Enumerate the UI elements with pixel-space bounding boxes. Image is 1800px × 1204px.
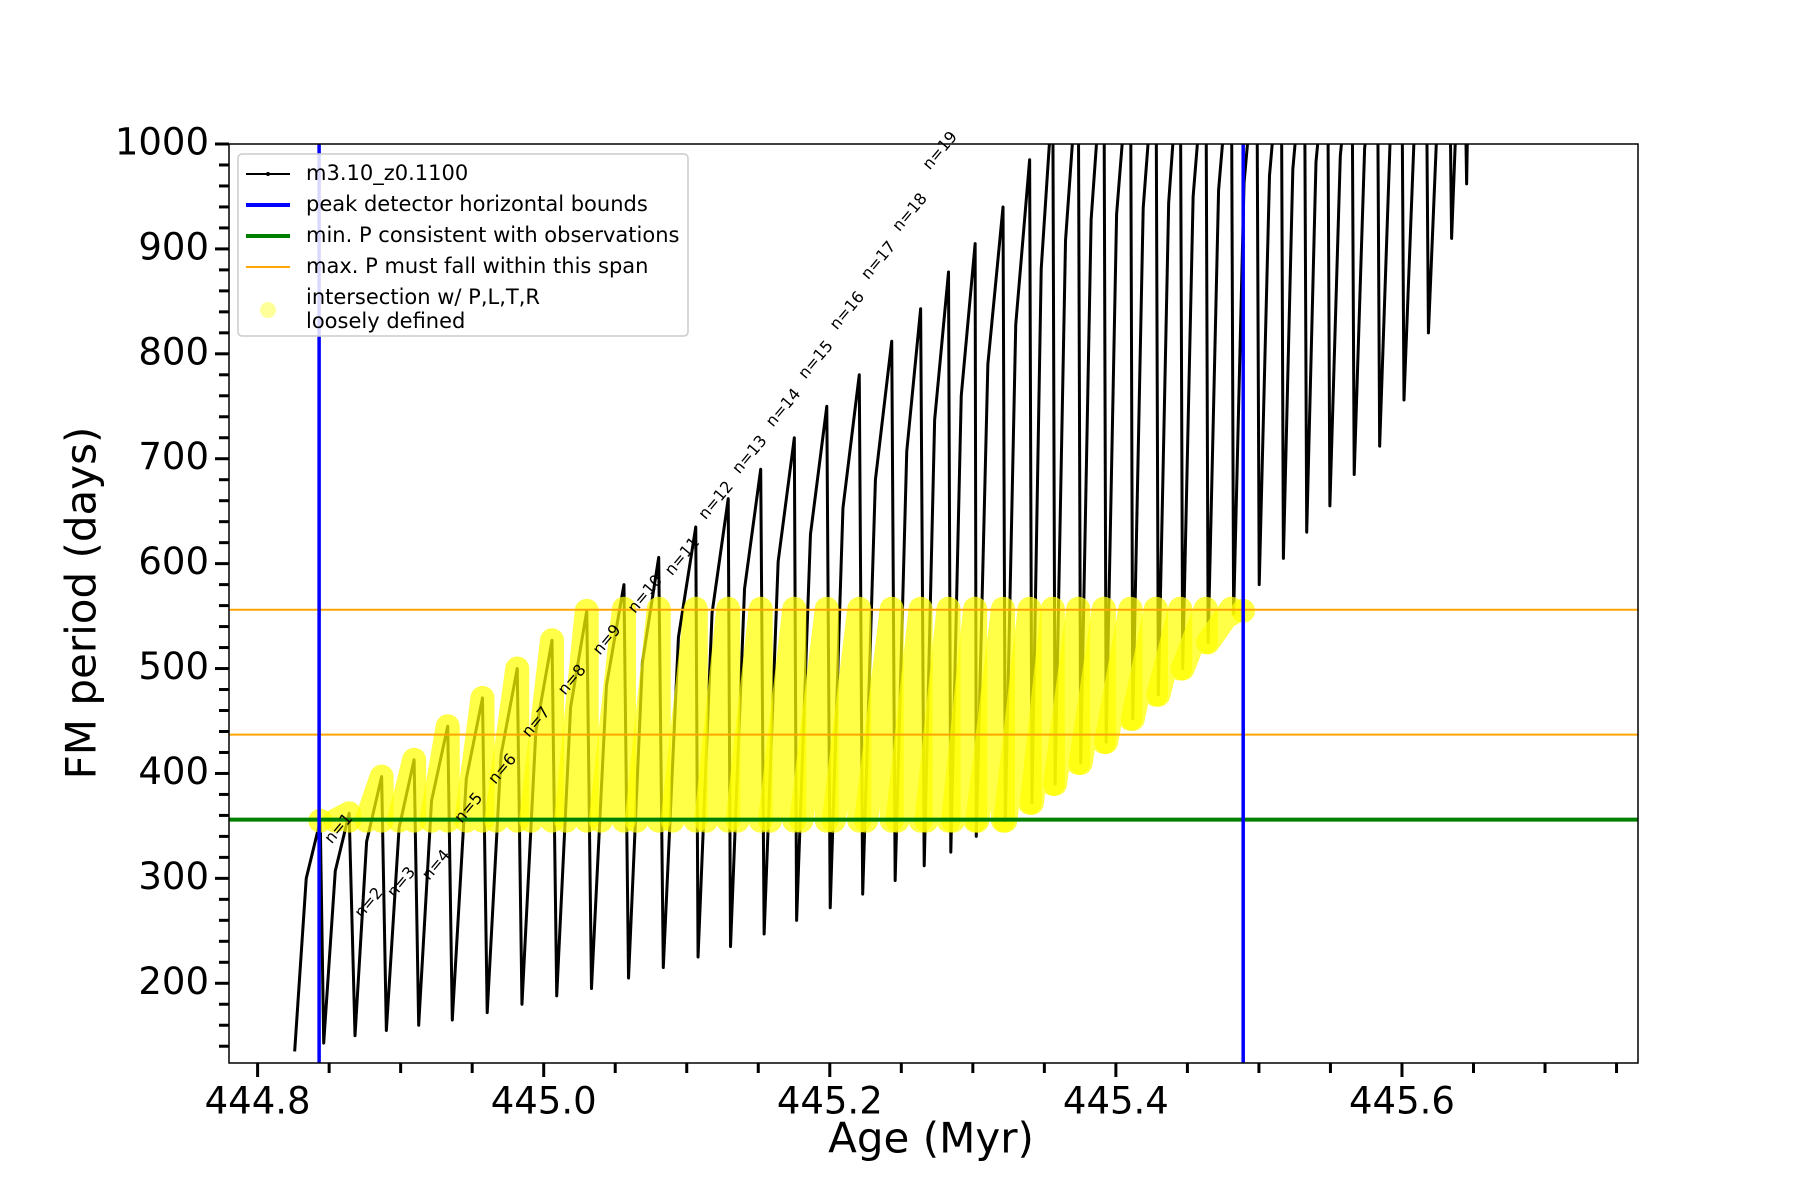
plot-frame <box>228 143 1639 1064</box>
legend-label: min. P consistent with observations <box>306 223 679 247</box>
legend-label: m3.10_z0.1100 <box>306 161 468 186</box>
x-tick-label: 445.4 <box>1063 1080 1169 1123</box>
intersection-band <box>419 714 460 833</box>
intersection-band <box>694 596 741 833</box>
intersection-band <box>454 685 495 833</box>
intersection-band <box>789 596 839 833</box>
model-line <box>293 144 1469 1052</box>
y-tick-label: 200 <box>138 960 209 1003</box>
legend-label: peak detector horizontal bounds <box>306 192 648 216</box>
legend-label: max. P must fall within this span <box>306 254 648 278</box>
intersection-band <box>387 747 427 833</box>
legend-marker <box>260 302 276 318</box>
intersection-band <box>354 764 394 833</box>
legend-marker-dot <box>266 172 270 176</box>
intersection-band <box>854 596 904 833</box>
intersection-band <box>484 656 530 833</box>
legend-label: intersection w/ P,L,T,R loosely defined <box>306 285 540 333</box>
intersection-band <box>588 596 636 833</box>
legend-box <box>237 153 689 337</box>
intersection-band <box>519 628 564 833</box>
y-tick-label: 300 <box>138 855 209 898</box>
x-tick-label: 445.0 <box>491 1080 597 1123</box>
x-tick-label: 444.8 <box>205 1080 311 1123</box>
legend-label-line: loosely defined <box>306 309 465 333</box>
y-tick-label: 800 <box>138 330 209 373</box>
y-tick-label: 400 <box>138 750 209 793</box>
intersection-band <box>624 596 671 833</box>
y-tick-label: 1000 <box>115 121 209 164</box>
x-tick-label: 445.2 <box>777 1080 883 1123</box>
intersection-band <box>660 596 708 833</box>
y-axis-label: FM period (days) <box>57 427 106 780</box>
intersection-band <box>821 596 872 833</box>
intersection-band <box>725 596 773 833</box>
intersection-band <box>758 596 807 833</box>
legend-label-line: intersection w/ P,L,T,R <box>306 285 540 309</box>
intersection-band <box>554 598 599 833</box>
x-axis-label: Age (Myr) <box>828 1114 1034 1163</box>
y-tick-label: 900 <box>138 225 209 268</box>
y-tick-label: 700 <box>138 435 209 478</box>
y-tick-label: 500 <box>138 645 209 688</box>
x-tick-label: 445.6 <box>1349 1080 1455 1123</box>
intersection-band <box>885 596 933 833</box>
axis-layer: 200 300 400 500 600 700 800 900 1000 444.8 445.0 44… <box>115 121 1619 1123</box>
y-tick-label: 600 <box>138 540 209 583</box>
